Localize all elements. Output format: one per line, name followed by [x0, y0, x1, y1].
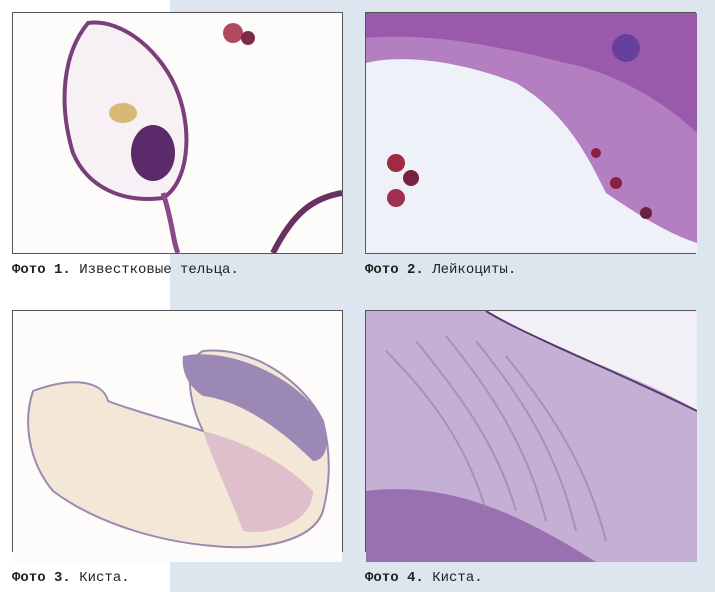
- micrograph: [13, 311, 342, 562]
- caption: Фото 1. Известковые тельца.: [12, 262, 239, 278]
- caption: Фото 3. Киста.: [12, 570, 130, 586]
- caption: Фото 2. Лейкоциты.: [365, 262, 516, 278]
- caption-text: Киста.: [79, 570, 130, 586]
- caption-text: Лейкоциты.: [432, 262, 517, 278]
- micrograph: [366, 311, 697, 562]
- micrograph: [366, 13, 697, 253]
- caption-label: Фото 3.: [12, 570, 71, 586]
- caption-text: Известковые тельца.: [79, 262, 239, 278]
- photo: [365, 12, 697, 254]
- caption-label: Фото 2.: [365, 262, 424, 278]
- micrograph: [13, 13, 342, 253]
- photo: [12, 12, 343, 254]
- photo: [365, 310, 697, 562]
- caption: Фото 4. Киста.: [365, 570, 483, 586]
- caption-text: Киста.: [432, 570, 483, 586]
- photo: [12, 310, 343, 562]
- caption-label: Фото 1.: [12, 262, 71, 278]
- caption-label: Фото 4.: [365, 570, 424, 586]
